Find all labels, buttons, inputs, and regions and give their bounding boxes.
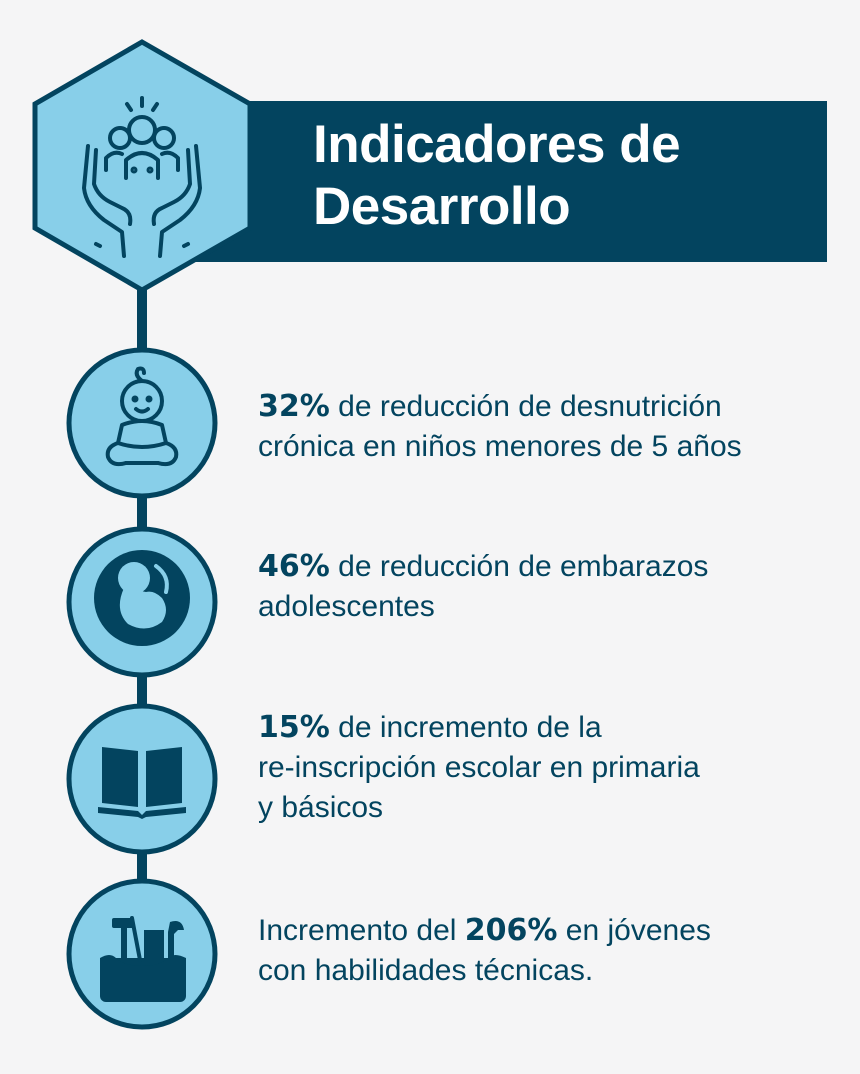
indicator-3-line-3: y básicos [258, 791, 384, 824]
hands-holding-family-icon [32, 39, 253, 293]
title-banner [150, 101, 827, 262]
indicator-2-line-2: adolescentes [258, 590, 435, 623]
indicator-2-percent: 46% [258, 549, 330, 584]
page-title-line-1: Indicadores de [313, 115, 681, 174]
page-title-line-2: Desarrollo [313, 177, 571, 236]
indicator-3-text-after: de incremento de la [329, 711, 602, 744]
indicator-2-text-after: de reducción de embarazos [329, 550, 709, 583]
page-title: Indicadores de Desarrollo [313, 114, 681, 238]
indicator-4-text-after: en jóvenes [557, 914, 711, 947]
indicator-2-text: 46% de reducción de embarazos adolescent… [258, 547, 708, 627]
baby-icon [66, 347, 218, 499]
indicator-4-text: Incremento del 206% en jóvenes con habil… [258, 911, 711, 991]
open-book-icon [66, 703, 218, 855]
indicator-3-line-2: re-inscripción escolar en primaria [258, 751, 700, 784]
indicator-1-line-2: crónica en niños menores de 5 años [258, 430, 742, 463]
indicator-1-percent: 32% [258, 389, 330, 424]
indicator-4-percent: 206% [464, 913, 558, 948]
indicator-3-percent: 15% [258, 710, 330, 745]
indicator-4-text-before: Incremento del [258, 914, 465, 947]
indicator-1-text: 32% de reducción de desnutrición crónica… [258, 387, 742, 467]
indicator-4-line-2: con habilidades técnicas. [258, 954, 594, 987]
toolbox-icon [66, 878, 218, 1030]
indicator-1-text-after: de reducción de desnutrición [329, 390, 722, 423]
fetus-icon [66, 526, 218, 678]
indicator-3-text: 15% de incremento de la re-inscripción e… [258, 708, 700, 828]
